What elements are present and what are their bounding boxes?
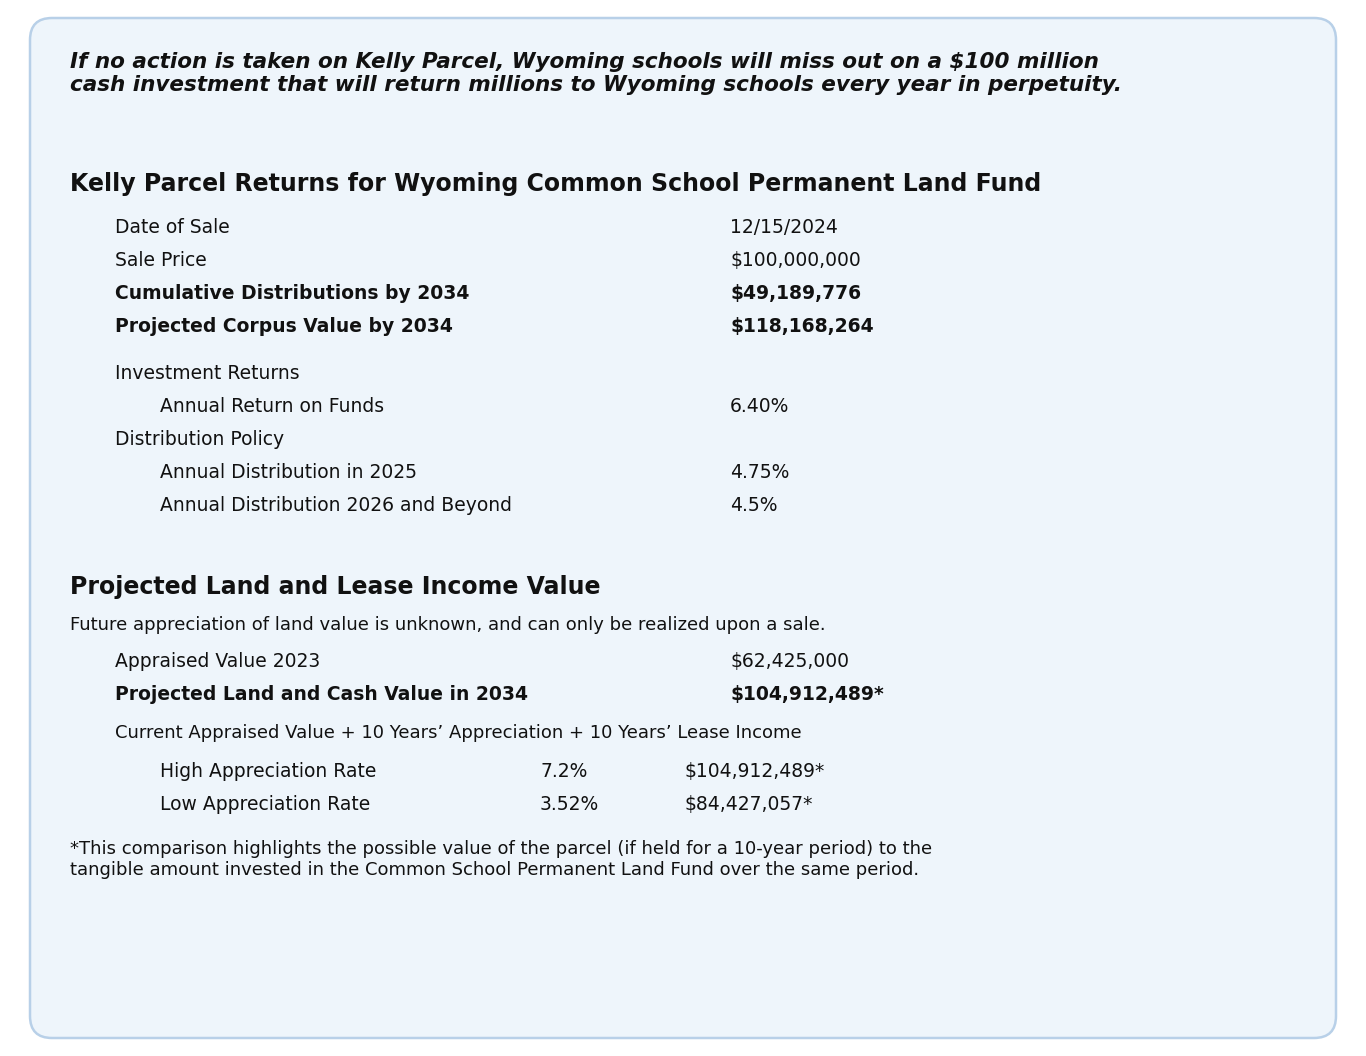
Text: 7.2%: 7.2% (540, 762, 587, 781)
Text: $104,912,489*: $104,912,489* (684, 762, 825, 781)
Text: $100,000,000: $100,000,000 (729, 251, 861, 270)
Text: 12/15/2024: 12/15/2024 (729, 218, 837, 237)
Text: Low Appreciation Rate: Low Appreciation Rate (160, 795, 370, 814)
Text: 6.40%: 6.40% (729, 397, 790, 416)
Text: Annual Distribution 2026 and Beyond: Annual Distribution 2026 and Beyond (160, 496, 512, 515)
Text: Appraised Value 2023: Appraised Value 2023 (115, 652, 320, 671)
Text: Projected Land and Cash Value in 2034: Projected Land and Cash Value in 2034 (115, 685, 529, 704)
Text: $49,189,776: $49,189,776 (729, 284, 861, 303)
Text: $104,912,489*: $104,912,489* (729, 685, 884, 704)
Text: Date of Sale: Date of Sale (115, 218, 229, 237)
Text: Cumulative Distributions by 2034: Cumulative Distributions by 2034 (115, 284, 470, 303)
Text: Projected Corpus Value by 2034: Projected Corpus Value by 2034 (115, 317, 454, 336)
Text: If no action is taken on Kelly Parcel, Wyoming schools will miss out on a $100 m: If no action is taken on Kelly Parcel, W… (70, 52, 1121, 95)
Text: 3.52%: 3.52% (540, 795, 600, 814)
Text: Projected Land and Lease Income Value: Projected Land and Lease Income Value (70, 576, 601, 599)
Text: $62,425,000: $62,425,000 (729, 652, 850, 671)
Text: Sale Price: Sale Price (115, 251, 206, 270)
Text: High Appreciation Rate: High Appreciation Rate (160, 762, 377, 781)
Text: Current Appraised Value + 10 Years’ Appreciation + 10 Years’ Lease Income: Current Appraised Value + 10 Years’ Appr… (115, 724, 802, 742)
Text: Annual Return on Funds: Annual Return on Funds (160, 397, 384, 416)
Text: Distribution Policy: Distribution Policy (115, 430, 284, 449)
Text: Investment Returns: Investment Returns (115, 364, 299, 383)
Text: Annual Distribution in 2025: Annual Distribution in 2025 (160, 463, 417, 482)
FancyBboxPatch shape (30, 18, 1336, 1038)
Text: $118,168,264: $118,168,264 (729, 317, 874, 336)
Text: 4.75%: 4.75% (729, 463, 790, 482)
Text: *This comparison highlights the possible value of the parcel (if held for a 10-y: *This comparison highlights the possible… (70, 840, 932, 879)
Text: $84,427,057*: $84,427,057* (684, 795, 813, 814)
Text: 4.5%: 4.5% (729, 496, 777, 515)
Text: Future appreciation of land value is unknown, and can only be realized upon a sa: Future appreciation of land value is unk… (70, 616, 825, 634)
Text: Kelly Parcel Returns for Wyoming Common School Permanent Land Fund: Kelly Parcel Returns for Wyoming Common … (70, 172, 1041, 196)
